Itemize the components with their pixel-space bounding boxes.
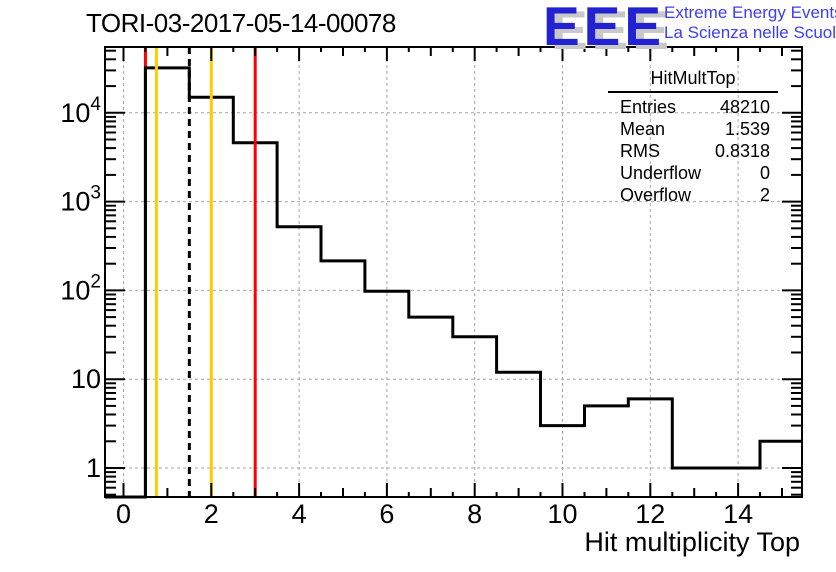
svg-text:1: 1 — [86, 453, 101, 483]
stats-value: 48210 — [719, 97, 770, 117]
svg-text:10: 10 — [71, 364, 101, 394]
stats-value: 2 — [759, 185, 770, 205]
stats-label: RMS — [620, 141, 660, 161]
eee-logo-line1: Extreme Energy Events — [664, 3, 836, 22]
axis-ticks — [105, 47, 802, 497]
stats-box-title: HitMultTop — [608, 66, 778, 93]
svg-text:103: 103 — [60, 183, 101, 217]
svg-text:10: 10 — [547, 499, 577, 529]
stats-box: HitMultTop Entries 48210 Mean 1.539 RMS … — [608, 66, 778, 206]
svg-text:6: 6 — [379, 499, 394, 529]
svg-text:8: 8 — [467, 499, 482, 529]
stats-box-rows: Entries 48210 Mean 1.539 RMS 0.8318 Unde… — [608, 93, 778, 206]
eee-logo-text: Extreme Energy Events La Scienza nelle S… — [664, 3, 836, 43]
svg-text:102: 102 — [60, 271, 101, 305]
svg-text:14: 14 — [723, 499, 753, 529]
stats-row-mean: Mean 1.539 — [608, 118, 778, 140]
svg-text:4: 4 — [292, 499, 307, 529]
stats-label: Underflow — [620, 163, 702, 183]
stats-row-overflow: Overflow 2 — [608, 184, 778, 206]
stats-label: Overflow — [620, 185, 692, 205]
stats-value: 0 — [759, 163, 770, 183]
histogram-line — [105, 66, 802, 499]
svg-text:12: 12 — [635, 499, 665, 529]
svg-text:104: 104 — [60, 94, 101, 128]
y-axis-labels: 1 10 102 103 104 — [60, 94, 101, 483]
gridlines — [105, 47, 802, 497]
stats-label: Mean — [620, 119, 666, 139]
stats-row-entries: Entries 48210 — [608, 96, 778, 118]
svg-text:2: 2 — [204, 499, 219, 529]
plot-title: TORI-03-2017-05-14-00078 — [86, 8, 396, 38]
x-axis-title: Hit multiplicity Top — [584, 527, 800, 557]
x-axis-labels: 0 2 4 6 8 10 12 14 — [116, 499, 753, 529]
svg-text:0: 0 — [116, 499, 131, 529]
stats-label: Entries — [620, 97, 677, 117]
eee-logo-acronym: EEE — [543, 0, 666, 57]
stats-row-rms: RMS 0.8318 — [608, 140, 778, 162]
stats-value: 1.539 — [724, 119, 770, 139]
stats-row-underflow: Underflow 0 — [608, 162, 778, 184]
eee-logo-line2: La Scienza nelle Scuole — [664, 23, 836, 42]
stats-value: 0.8318 — [714, 141, 770, 161]
